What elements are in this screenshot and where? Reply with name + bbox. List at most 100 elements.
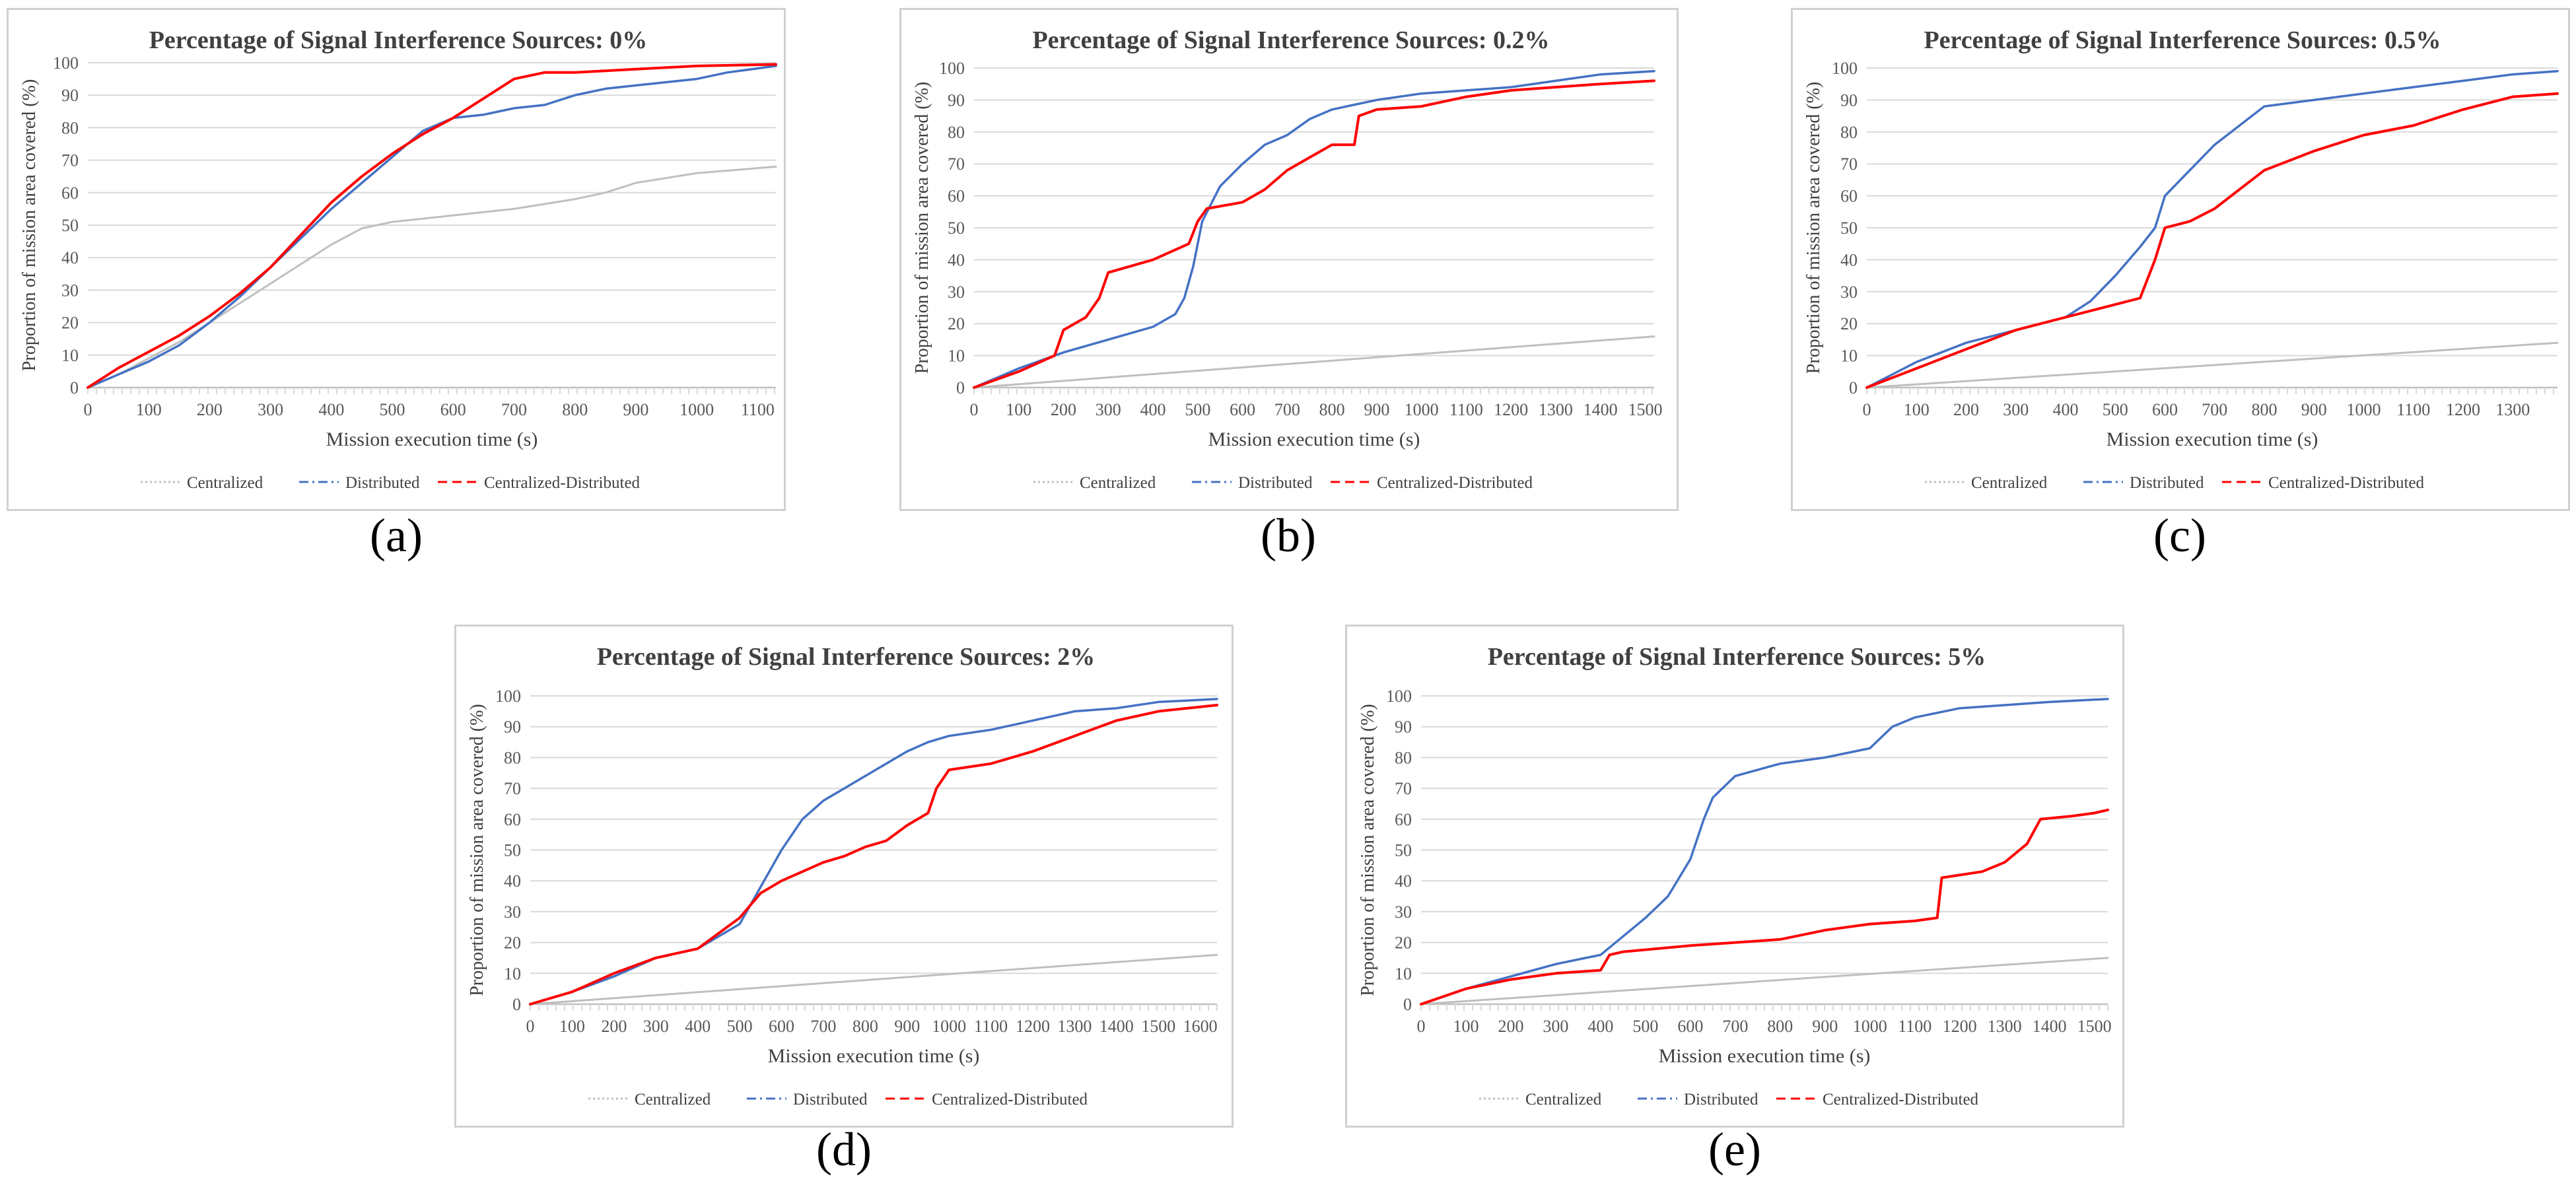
x-tick-label: 900 (2301, 400, 2327, 419)
x-tick-label: 200 (601, 1017, 627, 1036)
x-tick-label: 1400 (2033, 1017, 2067, 1036)
x-tick-label: 800 (853, 1017, 878, 1036)
y-tick-label: 80 (504, 748, 521, 767)
y-tick-label: 60 (1840, 187, 1858, 206)
series-line-centralized (529, 953, 1218, 1006)
y-tick-label: 70 (948, 154, 965, 174)
x-tick-label: 1300 (2495, 400, 2530, 419)
x-tick-label: 1100 (974, 1017, 1008, 1036)
panel-label-a: (a) (370, 509, 423, 562)
x-tick-label: 800 (1767, 1017, 1793, 1036)
x-tick-label: 900 (1812, 1017, 1838, 1036)
x-tick-label: 500 (1185, 400, 1210, 419)
x-tick-label: 1200 (1494, 400, 1528, 419)
x-tick-label: 300 (2003, 400, 2029, 419)
chart-b: Percentage of Signal Interference Source… (912, 26, 1662, 492)
panel-label-d: (d) (816, 1123, 872, 1176)
x-tick-label: 1300 (1539, 400, 1573, 419)
x-tick-label: 1000 (1853, 1017, 1887, 1036)
y-tick-label: 60 (61, 184, 79, 203)
x-tick-label: 100 (559, 1017, 585, 1036)
x-tick-label: 1000 (679, 400, 714, 419)
x-tick-label: 300 (1096, 400, 1121, 419)
x-tick-label: 300 (1543, 1017, 1568, 1036)
x-tick-label: 1000 (1405, 400, 1439, 419)
y-tick-label: 40 (504, 871, 521, 891)
legend-label-centralized: Centralized (187, 474, 263, 492)
legend-label-centralized: Centralized (1971, 474, 2048, 492)
x-tick-label: 200 (1498, 1017, 1523, 1036)
x-tick-label: 500 (1632, 1017, 1658, 1036)
x-tick-label: 400 (1587, 1017, 1613, 1036)
panel-label-e: (e) (1708, 1123, 1761, 1176)
x-tick-label: 400 (318, 400, 344, 419)
y-tick-label: 20 (1395, 934, 1412, 953)
legend-label-centralized-distributed: Centralized-Distributed (932, 1091, 1088, 1108)
legend-label-centralized-distributed: Centralized-Distributed (1823, 1091, 1979, 1108)
chart-title: Percentage of Signal Interference Source… (1924, 26, 2441, 54)
x-tick-label: 1300 (1988, 1017, 2022, 1036)
y-tick-label: 40 (1840, 250, 1858, 269)
y-tick-label: 80 (61, 118, 79, 137)
x-axis-title: Mission execution time (s) (768, 1045, 980, 1067)
y-tick-label: 20 (948, 314, 965, 333)
x-tick-label: 400 (1140, 400, 1166, 419)
y-tick-label: 90 (504, 718, 521, 737)
chart-title: Percentage of Signal Interference Source… (597, 643, 1096, 671)
y-axis-title: Proportion of mission area covered (%) (912, 82, 932, 374)
series-line-centralized-distributed (529, 704, 1218, 1006)
y-tick-label: 20 (1840, 314, 1858, 333)
chart-panel-d: Percentage of Signal Interference Source… (454, 625, 1234, 1128)
x-tick-label: 900 (894, 1017, 920, 1036)
x-tick-label: 1100 (1449, 400, 1483, 419)
chart-d: Percentage of Signal Interference Source… (467, 643, 1218, 1108)
series-line-centralized (87, 165, 777, 389)
series-line-centralized-distributed (973, 79, 1655, 389)
y-tick-label: 30 (1840, 283, 1858, 302)
y-tick-label: 40 (61, 248, 79, 267)
x-tick-label: 600 (440, 400, 466, 419)
x-tick-label: 0 (84, 400, 92, 419)
y-tick-label: 100 (1832, 59, 1858, 78)
y-tick-label: 10 (504, 964, 521, 983)
x-axis-title: Mission execution time (s) (1208, 428, 1420, 450)
series-line-distributed (973, 70, 1655, 389)
chart-panel-c: Percentage of Signal Interference Source… (1791, 8, 2570, 511)
y-tick-label: 100 (1386, 687, 1412, 706)
y-axis-title: Proportion of mission area covered (%) (19, 79, 40, 371)
chart-panel-b: Percentage of Signal Interference Source… (899, 8, 1679, 511)
x-axis-hatch (530, 1004, 1218, 1011)
y-tick-label: 70 (1840, 154, 1858, 174)
x-tick-label: 0 (526, 1017, 535, 1036)
y-tick-label: 80 (948, 123, 965, 142)
legend-label-distributed: Distributed (345, 474, 420, 492)
y-tick-label: 90 (1395, 718, 1412, 737)
chart-title: Percentage of Signal Interference Source… (149, 26, 648, 54)
x-tick-label: 500 (727, 1017, 753, 1036)
x-tick-label: 800 (2252, 400, 2278, 419)
y-axis-title: Proportion of mission area covered (%) (1803, 82, 1824, 374)
panel-label-c: (c) (2153, 509, 2206, 562)
y-axis-title: Proportion of mission area covered (%) (467, 704, 487, 996)
x-tick-label: 0 (1417, 1017, 1426, 1036)
x-tick-label: 1100 (741, 400, 775, 419)
x-axis-hatch (973, 388, 1653, 394)
series-line-centralized-distributed (87, 63, 777, 389)
x-tick-label: 1500 (2077, 1017, 2112, 1036)
y-tick-label: 10 (1395, 964, 1412, 983)
x-tick-label: 400 (685, 1017, 711, 1036)
x-tick-label: 500 (2103, 400, 2128, 419)
x-tick-label: 1000 (2347, 400, 2381, 419)
series-line-centralized (973, 335, 1655, 389)
y-tick-label: 100 (53, 53, 79, 73)
x-tick-label: 900 (1364, 400, 1389, 419)
x-tick-label: 1500 (1628, 400, 1662, 419)
x-tick-label: 1100 (2396, 400, 2430, 419)
chart-c: Percentage of Signal Interference Source… (1803, 26, 2559, 492)
legend-label-centralized-distributed: Centralized-Distributed (484, 474, 641, 492)
chart-panel-e: Percentage of Signal Interference Source… (1345, 625, 2124, 1128)
y-tick-label: 20 (61, 314, 79, 333)
x-axis-title: Mission execution time (s) (1659, 1045, 1871, 1067)
x-tick-label: 200 (1953, 400, 1979, 419)
x-tick-label: 800 (562, 400, 588, 419)
